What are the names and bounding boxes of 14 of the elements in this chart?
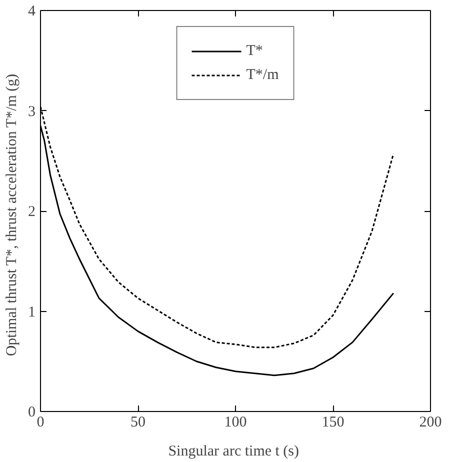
x-tick-label: 100: [224, 414, 247, 430]
y-tick-label: 2: [28, 204, 36, 220]
line-series: [40, 125, 394, 376]
x-axis-title: Singular arc time t (s): [168, 444, 300, 460]
y-axis-title: Optimal thrust T*, thrust acceleration T*/m (g): [4, 74, 20, 356]
x-tick-label: 150: [322, 414, 344, 430]
y-tick-label: 1: [28, 304, 36, 320]
y-tick-label: 3: [28, 104, 36, 120]
y-tick-label: 4: [28, 4, 36, 20]
x-tick-label: 200: [419, 414, 442, 430]
legend-label: T*/m: [246, 66, 279, 84]
x-tick-label: 50: [130, 414, 146, 430]
y-tick-label: 0: [28, 404, 36, 420]
legend-label: T*: [246, 42, 264, 60]
